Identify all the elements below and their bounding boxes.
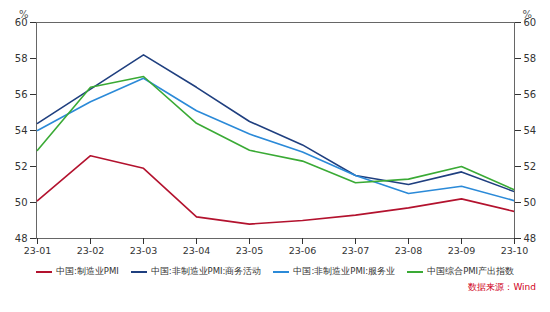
svg-text:23-02: 23-02 xyxy=(77,245,105,256)
svg-text:50: 50 xyxy=(524,197,537,208)
svg-text:23-08: 23-08 xyxy=(395,245,423,256)
svg-text:%: % xyxy=(19,9,29,20)
svg-text:50: 50 xyxy=(15,197,28,208)
svg-text:23-06: 23-06 xyxy=(289,245,317,256)
html-text:中国:制造业PMI: 中国:制造业PMI xyxy=(55,266,119,276)
svg-text:23-10: 23-10 xyxy=(501,245,529,256)
svg-text:23-03: 23-03 xyxy=(130,245,158,256)
svg-text:23-09: 23-09 xyxy=(448,245,476,256)
html-text:中国:非制造业PMI:服务业: 中国:非制造业PMI:服务业 xyxy=(293,266,396,276)
svg-text:23-04: 23-04 xyxy=(183,245,211,256)
svg-text:23-01: 23-01 xyxy=(24,245,52,256)
svg-text:56: 56 xyxy=(15,89,28,100)
svg-text:54: 54 xyxy=(15,125,28,136)
svg-text:52: 52 xyxy=(524,161,537,172)
svg-text:23-07: 23-07 xyxy=(342,245,370,256)
svg-text:48: 48 xyxy=(15,233,28,244)
html-text:数据来源：Wind: 数据来源：Wind xyxy=(468,282,536,292)
svg-text:%: % xyxy=(523,9,533,20)
svg-text:54: 54 xyxy=(524,125,537,136)
svg-text:60: 60 xyxy=(14,16,28,28)
svg-text:56: 56 xyxy=(524,89,537,100)
html-text:中国:非制造业PMI:商务活动: 中国:非制造业PMI:商务活动 xyxy=(150,266,262,276)
svg-text:23-05: 23-05 xyxy=(236,245,264,256)
svg-text:60: 60 xyxy=(523,16,537,28)
svg-text:58: 58 xyxy=(15,53,28,64)
html-text:中国综合PMI产出指数: 中国综合PMI产出指数 xyxy=(427,266,515,276)
svg-text:52: 52 xyxy=(15,161,28,172)
svg-text:58: 58 xyxy=(524,53,537,64)
svg-text:48: 48 xyxy=(524,233,537,244)
